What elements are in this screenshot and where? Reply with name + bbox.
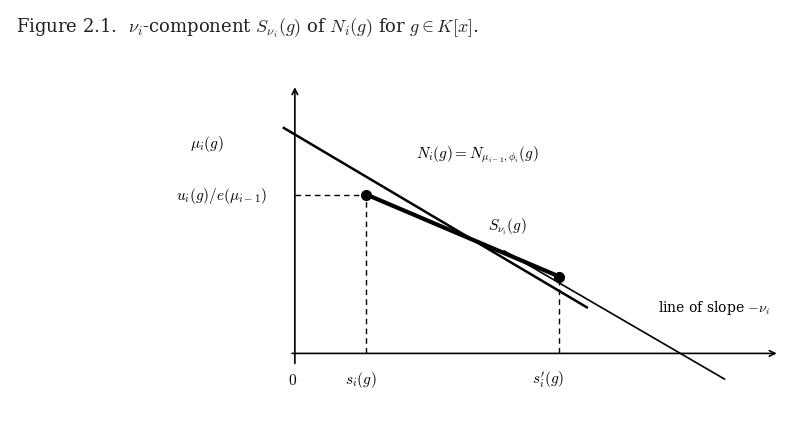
- Text: Figure 2.1.  $\nu_i$-component $S_{\nu_i}(g)$ of $N_i(g)$ for $g \in K[x]$.: Figure 2.1. $\nu_i$-component $S_{\nu_i}…: [16, 17, 478, 40]
- Text: line of slope $-\nu_i$: line of slope $-\nu_i$: [658, 299, 770, 317]
- Text: $u_i(g)/e(\mu_{i-1})$: $u_i(g)/e(\mu_{i-1})$: [176, 185, 267, 205]
- Text: $\mu_i(g)$: $\mu_i(g)$: [190, 134, 223, 154]
- Text: $S_{\nu_i}(g)$: $S_{\nu_i}(g)$: [487, 216, 526, 236]
- Text: $0$: $0$: [287, 371, 296, 387]
- Text: $N_i(g) = N_{\mu_{i-1},\phi_i}(g)$: $N_i(g) = N_{\mu_{i-1},\phi_i}(g)$: [415, 144, 538, 164]
- Text: $s_i'(g)$: $s_i'(g)$: [532, 369, 564, 389]
- Text: $s_i(g)$: $s_i(g)$: [345, 369, 376, 389]
